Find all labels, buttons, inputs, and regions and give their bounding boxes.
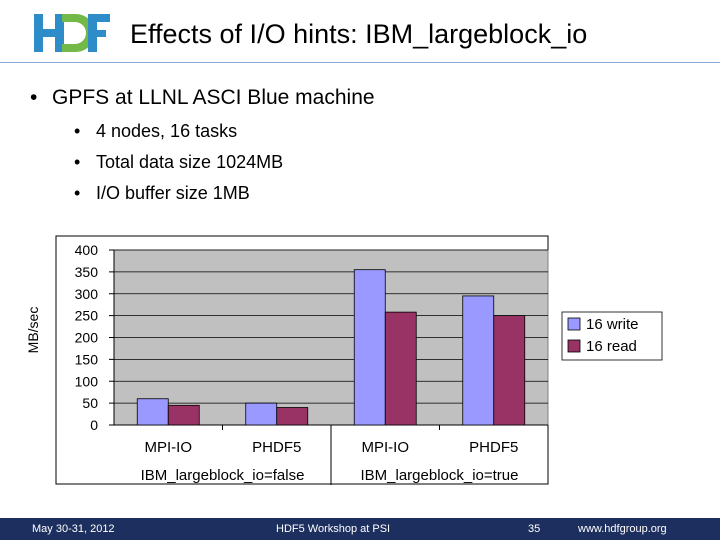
- x-tick-label: PHDF5: [252, 439, 301, 456]
- footer-url: www.hdfgroup.org: [578, 523, 667, 535]
- bar-read: [167, 404, 200, 426]
- y-tick-label: 200: [75, 330, 99, 346]
- y-tick-label: 400: [75, 242, 99, 258]
- legend-label: 16 write: [586, 316, 639, 333]
- bullet-dot-icon: •: [74, 183, 81, 203]
- bar-write: [462, 295, 495, 426]
- bar-read: [493, 315, 526, 426]
- y-tick-label: 250: [75, 308, 99, 324]
- x-tick-label: MPI-IO: [362, 439, 410, 456]
- legend-swatch: [567, 317, 581, 331]
- y-tick-label: 350: [75, 264, 99, 280]
- group-label: IBM_largeblock_io=false: [141, 467, 305, 484]
- y-tick-label: 0: [90, 417, 98, 433]
- footer-page-number: 35: [528, 523, 541, 535]
- page-title: Effects of I/O hints: IBM_largeblock_io: [130, 19, 588, 49]
- y-tick-label: 150: [75, 351, 99, 367]
- x-tick-label: PHDF5: [469, 439, 518, 456]
- bullet-main: • GPFS at LLNL ASCI Blue machine: [30, 86, 375, 110]
- footer-event: HDF5 Workshop at PSI: [276, 523, 391, 535]
- bar-write: [136, 398, 169, 426]
- bullet-dot-icon: •: [30, 86, 38, 109]
- bullet-sub-2: • Total data size 1024MB: [74, 152, 283, 173]
- legend-swatch: [567, 339, 581, 353]
- bar-read: [384, 311, 417, 426]
- bullet-sub-text: 4 nodes, 16 tasks: [96, 121, 238, 141]
- bullet-dot-icon: •: [74, 121, 81, 141]
- group-label: IBM_largeblock_io=true: [360, 467, 518, 484]
- bullet-sub-text: I/O buffer size 1MB: [96, 183, 250, 203]
- legend-label: 16 read: [586, 338, 637, 355]
- bullet-sub-text: Total data size 1024MB: [96, 152, 284, 172]
- bar-chart: 0 50 100 150 200 250 300 350 400 MB/sec MPI-IO PHDF…: [25, 235, 663, 485]
- x-tick-label: MPI-IO: [145, 439, 193, 456]
- bar-write: [353, 269, 386, 426]
- bar-read: [276, 407, 309, 426]
- bullet-sub-3: • I/O buffer size 1MB: [74, 183, 250, 204]
- y-tick-label: 100: [75, 373, 99, 389]
- y-tick-label: 300: [75, 286, 99, 302]
- hdf-logo-icon: [34, 14, 110, 52]
- y-axis-label: MB/sec: [25, 307, 41, 354]
- bullet-sub-1: • 4 nodes, 16 tasks: [74, 121, 237, 142]
- bullet-dot-icon: •: [74, 152, 81, 172]
- footer-date: May 30-31, 2012: [32, 523, 115, 535]
- bullet-main-text: GPFS at LLNL ASCI Blue machine: [52, 86, 375, 109]
- y-tick-label: 50: [82, 395, 98, 411]
- title-divider: [0, 62, 720, 63]
- footer-bar: May 30-31, 2012 HDF5 Workshop at PSI 35 …: [0, 518, 720, 540]
- bar-write: [245, 402, 278, 426]
